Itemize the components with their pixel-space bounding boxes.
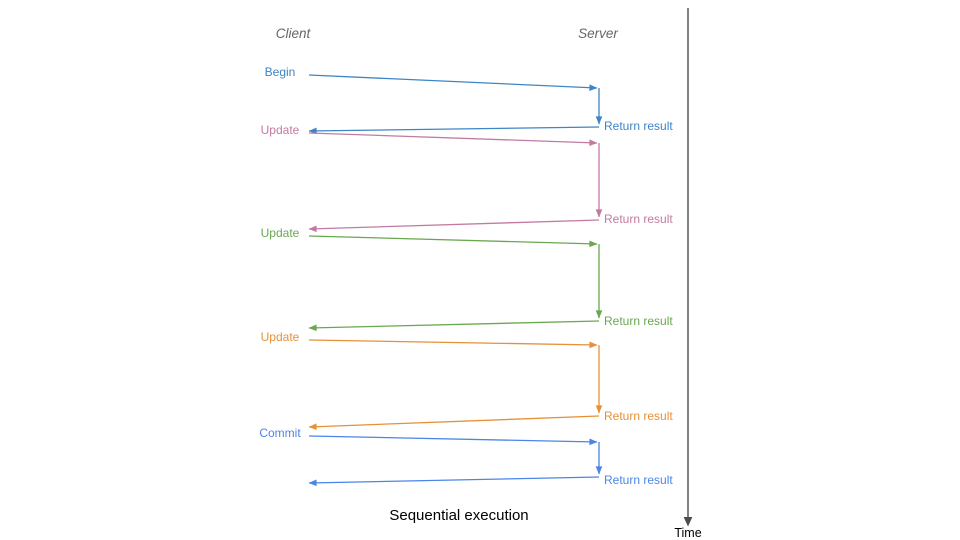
time-axis-arrowhead-icon: [683, 517, 693, 527]
transaction-update-1: Update Return result: [261, 123, 673, 233]
return-arrow: [308, 219, 600, 233]
message-label: Update: [261, 226, 300, 240]
return-result-label: Return result: [604, 473, 673, 487]
message-label: Update: [261, 123, 300, 137]
request-arrow: [308, 235, 598, 248]
request-arrow: [308, 435, 598, 446]
server-actor-label: Server: [578, 26, 618, 41]
return-result-label: Return result: [604, 212, 673, 226]
return-arrow: [308, 320, 600, 332]
time-axis-label: Time: [674, 526, 701, 540]
return-arrow: [308, 126, 600, 135]
return-arrow: [308, 415, 600, 431]
transaction-update-3: Update Return result: [261, 330, 673, 431]
request-arrow: [308, 132, 598, 147]
client-actor-label: Client: [276, 26, 312, 41]
request-arrow: [308, 74, 598, 91]
message-label: Update: [261, 330, 300, 344]
message-label: Commit: [259, 426, 301, 440]
transaction-begin-0: Begin Return result: [265, 65, 673, 135]
transaction-commit-4: Commit Return result: [259, 426, 673, 487]
message-label: Begin: [265, 65, 296, 79]
request-arrow: [308, 339, 598, 349]
transaction-update-2: Update Return result: [261, 226, 673, 332]
diagram-title: Sequential execution: [389, 507, 528, 524]
return-result-label: Return result: [604, 119, 673, 133]
return-result-label: Return result: [604, 314, 673, 328]
return-arrow: [308, 476, 600, 487]
return-result-label: Return result: [604, 409, 673, 423]
